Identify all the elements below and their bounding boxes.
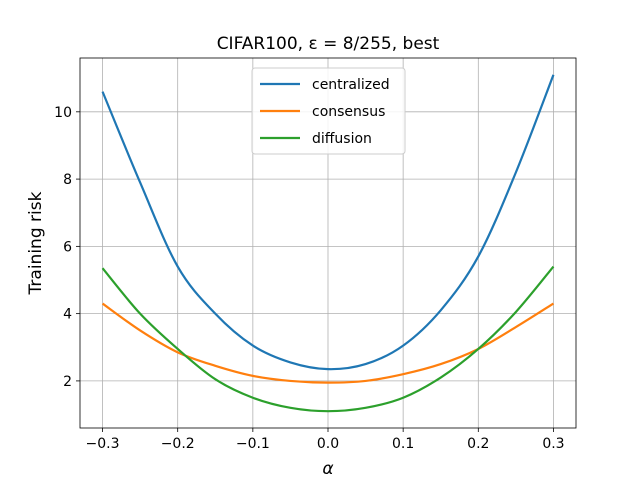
x-axis-label: α bbox=[322, 459, 333, 479]
y-tick-label: 4 bbox=[63, 307, 72, 323]
legend-label-centralized: centralized bbox=[312, 77, 390, 93]
x-tick-label: −0.3 bbox=[86, 436, 120, 452]
y-tick-label: 6 bbox=[63, 239, 72, 255]
y-axis-label: Training risk bbox=[26, 191, 46, 295]
x-tick-label: −0.1 bbox=[236, 436, 270, 452]
legend-label-consensus: consensus bbox=[312, 104, 385, 120]
series-lines bbox=[101, 74, 555, 413]
x-tick-label: 0.0 bbox=[317, 436, 339, 452]
x-tick-label: −0.2 bbox=[161, 436, 195, 452]
legend-label-diffusion: diffusion bbox=[312, 131, 372, 147]
series-line-diffusion bbox=[101, 265, 555, 413]
legend: centralized consensus diffusion bbox=[251, 67, 406, 155]
x-tick-label: 0.2 bbox=[467, 436, 489, 452]
legend-box bbox=[251, 67, 406, 155]
y-tick-label: 10 bbox=[54, 105, 72, 121]
axis-ticks: −0.3 −0.2 −0.1 0.0 0.1 0.2 0.3 2 4 6 8 10 bbox=[54, 105, 564, 452]
x-tick-label: 0.1 bbox=[392, 436, 414, 452]
x-tick-label: 0.3 bbox=[542, 436, 564, 452]
series-line-centralized bbox=[101, 74, 555, 371]
y-tick-label: 8 bbox=[63, 172, 72, 188]
y-tick-label: 2 bbox=[63, 374, 72, 390]
chart-title: CIFAR100, ε = 8/255, best bbox=[217, 34, 440, 54]
